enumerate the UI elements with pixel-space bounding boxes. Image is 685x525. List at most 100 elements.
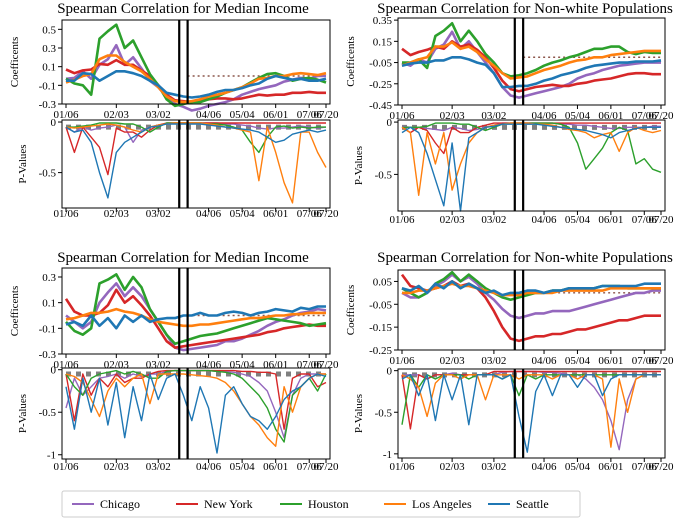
x-tick-label: 07/20 bbox=[313, 359, 339, 371]
y-tick-label: 0.35 bbox=[373, 15, 393, 27]
chart-title: Spearman Correlation for Median Income bbox=[57, 250, 309, 266]
x-tick-label: 02/03 bbox=[440, 214, 466, 226]
axes-frame bbox=[397, 368, 666, 459]
chart-panel-2: Spearman Correlation for Non-white Popul… bbox=[345, 1, 674, 226]
x-tick-label: 04/06 bbox=[196, 461, 222, 473]
pvalue-axis-label: P-Values bbox=[17, 144, 29, 183]
coefficient-axis-label: Coefficents bbox=[345, 36, 357, 87]
legend-label: Seattle bbox=[516, 497, 549, 511]
chart-title: Spearman Correlation for Median Income bbox=[57, 1, 309, 17]
x-tick-label: 07/06 bbox=[632, 214, 658, 226]
y-tick-label: 0 bbox=[51, 117, 57, 129]
coefficient-line-chicago bbox=[401, 30, 661, 99]
x-tick-label: 04/06 bbox=[532, 461, 558, 473]
x-tick-label: 03/02 bbox=[481, 355, 506, 367]
pvalue-line-seattle bbox=[401, 374, 661, 453]
x-tick-label: 02/03 bbox=[104, 109, 130, 121]
pvalue-line-los-angeles bbox=[65, 122, 327, 204]
pvalue-axes: 0 -0.5 P-Values bbox=[353, 117, 666, 212]
y-tick-label: -0.1 bbox=[39, 323, 56, 335]
x-tick-label: 03/02 bbox=[481, 461, 506, 473]
coefficient-line-chicago bbox=[65, 282, 327, 352]
x-tick-label: 01/06 bbox=[53, 208, 79, 220]
axes-frame bbox=[61, 267, 331, 355]
x-tick-label: 04/06 bbox=[196, 208, 222, 220]
x-tick-label: 06/01 bbox=[598, 214, 623, 226]
y-tick-label: -1 bbox=[383, 449, 392, 461]
x-tick-label: 01/06 bbox=[53, 109, 79, 121]
coefficient-axis-label: Coefficents bbox=[9, 37, 21, 88]
y-tick-label: 0 bbox=[387, 117, 393, 129]
x-tick-label: 07/20 bbox=[648, 214, 674, 226]
chart-panels: Spearman Correlation for Median Income0.… bbox=[9, 1, 674, 473]
y-tick-label: 0.3 bbox=[42, 43, 56, 55]
y-tick-label: 0.05 bbox=[373, 276, 393, 288]
y-tick-label: -0.5 bbox=[39, 168, 57, 180]
y-tick-label: -0.45 bbox=[369, 100, 392, 112]
x-tick-label: 07/06 bbox=[632, 355, 658, 367]
x-tick-label: 02/03 bbox=[104, 461, 130, 473]
y-tick-label: -0.1 bbox=[39, 80, 56, 92]
y-tick-label: -0.15 bbox=[369, 322, 392, 334]
x-tick-label: 03/02 bbox=[481, 110, 506, 122]
coefficient-line-houston bbox=[402, 22, 661, 78]
legend-label: Los Angeles bbox=[412, 497, 472, 511]
x-tick-label: 05/04 bbox=[565, 110, 591, 122]
coefficient-line-seattle bbox=[401, 56, 662, 89]
x-tick-label: 02/03 bbox=[440, 355, 466, 367]
coefficient-axis-label: Coefficents bbox=[345, 285, 357, 336]
y-tick-label: -0.05 bbox=[369, 299, 392, 311]
coefficient-axes: 0.35 0.15 -0.05 -0.25 -0.45 Coefficents bbox=[345, 15, 666, 112]
y-tick-label: 0.15 bbox=[373, 36, 393, 48]
x-tick-label: 02/03 bbox=[440, 110, 466, 122]
legend-frame bbox=[61, 490, 581, 518]
x-tick-label: 01/06 bbox=[389, 214, 415, 226]
y-tick-label: 0.1 bbox=[42, 298, 56, 310]
coefficient-line-seattle bbox=[401, 280, 661, 297]
y-tick-label: 0.3 bbox=[42, 272, 56, 284]
coefficient-line-houston bbox=[65, 273, 327, 345]
pvalue-line-new-york bbox=[65, 122, 326, 176]
x-tick-label: 01/06 bbox=[389, 355, 415, 367]
x-tick-label: 01/06 bbox=[389, 110, 415, 122]
y-tick-label: 0 bbox=[51, 365, 57, 377]
x-tick-label: 05/04 bbox=[565, 355, 591, 367]
coefficient-line-seattle bbox=[66, 70, 327, 99]
x-tick-label: 07/20 bbox=[648, 355, 674, 367]
x-tick-label: 03/02 bbox=[146, 208, 171, 220]
x-tick-label: 04/06 bbox=[196, 109, 222, 121]
x-tick-label: 06/01 bbox=[263, 109, 288, 121]
x-tick-label: 03/02 bbox=[146, 359, 171, 371]
x-tick-label: 07/20 bbox=[313, 461, 339, 473]
pvalue-line-seattle bbox=[65, 373, 327, 454]
axes-frame bbox=[397, 17, 666, 106]
x-tick-label: 07/20 bbox=[648, 461, 674, 473]
x-tick-label: 06/01 bbox=[263, 461, 288, 473]
coefficient-axes: 0.05 -0.05 -0.15 -0.25 Coefficents bbox=[345, 269, 666, 357]
pvalue-line-los-angeles bbox=[65, 373, 326, 447]
pvalue-axis-label: P-Values bbox=[17, 394, 29, 433]
coefficient-line-new-york bbox=[64, 288, 326, 349]
x-tick-label: 06/01 bbox=[598, 461, 623, 473]
x-tick-label: 04/06 bbox=[196, 359, 222, 371]
x-tick-label: 02/03 bbox=[440, 461, 466, 473]
y-tick-label: 0.1 bbox=[42, 62, 56, 74]
legend-label: Chicago bbox=[100, 497, 140, 511]
y-tick-label: -0.25 bbox=[369, 79, 392, 91]
x-tick-label: 03/02 bbox=[146, 109, 171, 121]
x-tick-label: 04/06 bbox=[532, 214, 558, 226]
x-tick-label: 04/06 bbox=[532, 355, 558, 367]
pvalue-axes: 0 -0.5 -1 P-Values bbox=[17, 365, 331, 462]
pvalue-line-seattle bbox=[65, 123, 327, 199]
coefficient-line-new-york bbox=[401, 40, 661, 93]
x-tick-label: 05/04 bbox=[230, 461, 256, 473]
coefficient-line-los-angeles bbox=[65, 54, 327, 104]
pvalue-line-chicago bbox=[402, 370, 661, 451]
x-tick-label: 05/04 bbox=[565, 214, 591, 226]
x-tick-label: 05/04 bbox=[230, 109, 256, 121]
legend-label: Houston bbox=[308, 497, 349, 511]
x-tick-label: 02/03 bbox=[104, 359, 130, 371]
y-tick-label: 0 bbox=[387, 366, 393, 378]
chart-panel-4: Spearman Correlation for Non-white Popul… bbox=[345, 250, 674, 473]
x-tick-label: 05/04 bbox=[230, 359, 256, 371]
